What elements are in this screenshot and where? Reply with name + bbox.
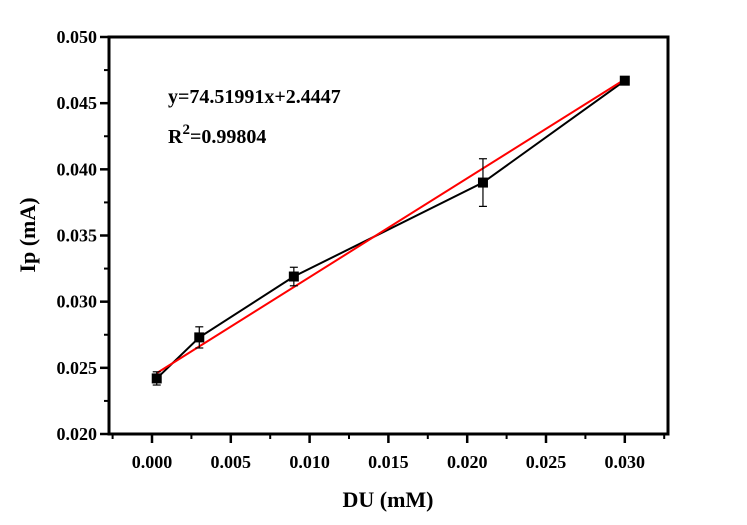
x-axis-label: DU (mM) [342,487,433,512]
data-point [619,75,630,86]
x-tick-label: 0.030 [605,452,646,472]
fit-line [156,78,626,374]
y-tick-label: 0.040 [57,159,98,179]
x-tick-label: 0.020 [447,452,488,472]
y-axis-label: Ip (mA) [15,197,40,272]
x-tick-label: 0.025 [526,452,567,472]
annotation-r2: R2=0.99804 [168,122,266,148]
y-tick-label: 0.020 [57,424,98,444]
y-tick-label: 0.025 [57,358,98,378]
x-tick-label: 0.010 [289,452,330,472]
annotation-equation: y=74.51991x+2.4447 [168,86,341,108]
x-tick-label: 0.000 [132,452,173,472]
y-tick-label: 0.035 [57,226,98,246]
y-tick-label: 0.045 [57,93,98,113]
data-point [194,332,205,343]
y-tick-label: 0.030 [57,292,98,312]
data-point [288,271,299,282]
x-tick-label: 0.015 [368,452,409,472]
data-point [477,177,488,188]
y-tick-label: 0.050 [57,27,98,47]
data-point [151,373,162,384]
x-tick-label: 0.005 [211,452,252,472]
